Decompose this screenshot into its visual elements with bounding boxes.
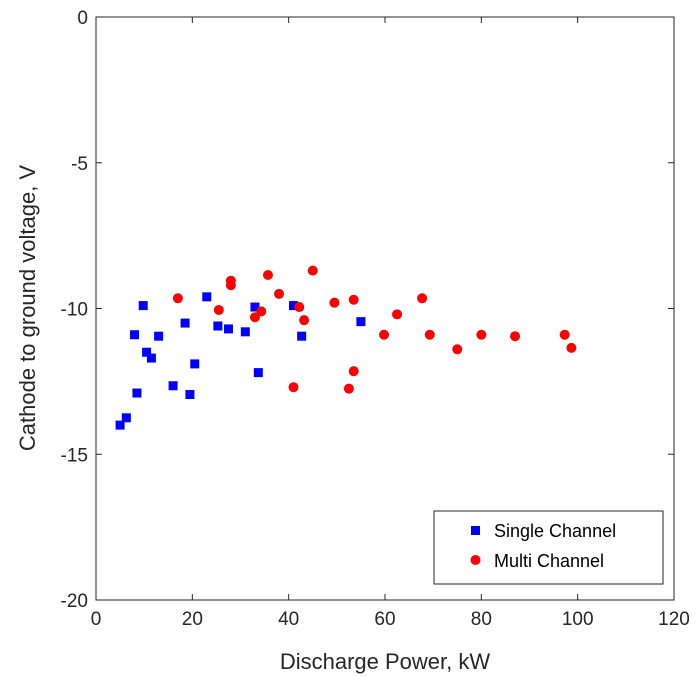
multi-channel-point bbox=[256, 306, 267, 317]
legend-label-multi-channel: Multi Channel bbox=[494, 551, 604, 571]
plot-area bbox=[96, 17, 674, 600]
single-channel-point bbox=[190, 359, 200, 369]
legend-marker-single-channel bbox=[471, 526, 480, 535]
single-channel-point bbox=[297, 331, 307, 341]
single-channel-point bbox=[240, 327, 250, 337]
multi-channel-point bbox=[348, 366, 359, 377]
x-tick-label: 60 bbox=[374, 609, 395, 630]
legend-label-single-channel: Single Channel bbox=[494, 521, 616, 541]
multi-channel-point bbox=[294, 302, 305, 313]
single-channel-point bbox=[356, 317, 366, 327]
multi-channel-point bbox=[566, 342, 577, 353]
data-marks bbox=[115, 265, 577, 430]
single-channel-point bbox=[185, 389, 195, 399]
y-axis-label: Cathode to ground voltage, V bbox=[15, 165, 40, 452]
multi-channel-point bbox=[249, 312, 260, 323]
multi-channel-point bbox=[299, 315, 310, 326]
single-channel-point bbox=[154, 331, 164, 341]
multi-channel-point bbox=[288, 382, 299, 393]
single-channel-point bbox=[202, 292, 212, 302]
single-channel-point bbox=[115, 420, 125, 430]
x-tick-label: 40 bbox=[278, 609, 299, 630]
legend: Single Channel Multi Channel bbox=[433, 510, 664, 585]
y-axis-ticks: 0 -5 -10 -15 -20 bbox=[61, 8, 674, 612]
multi-channel-point bbox=[510, 331, 521, 342]
multi-channel-point bbox=[329, 297, 340, 308]
single-channel-point bbox=[288, 301, 298, 311]
multi-channel-point bbox=[392, 309, 403, 320]
single-channel-point bbox=[213, 321, 223, 331]
single-channel-point bbox=[223, 324, 233, 334]
y-tick-label: -10 bbox=[61, 300, 88, 321]
single-channel-point bbox=[132, 388, 142, 398]
single-channel-point bbox=[180, 318, 190, 328]
x-tick-label: 20 bbox=[182, 609, 203, 630]
x-axis-ticks: 0 20 40 60 80 100 120 bbox=[91, 17, 690, 630]
x-tick-label: 80 bbox=[471, 609, 492, 630]
y-tick-label: -20 bbox=[61, 591, 88, 612]
single-channel-point bbox=[138, 301, 148, 311]
multi-channel-point bbox=[424, 329, 435, 340]
multi-channel-point bbox=[559, 329, 570, 340]
multi-channel-point bbox=[262, 269, 273, 280]
x-axis-label: Discharge Power, kW bbox=[280, 649, 491, 674]
legend-marker-multi-channel bbox=[470, 555, 481, 565]
multi-channel-point bbox=[307, 265, 318, 276]
single-channel-point bbox=[250, 302, 260, 312]
multi-channel-point bbox=[379, 329, 390, 340]
multi-channel-point bbox=[274, 288, 285, 299]
single-channel-point bbox=[142, 347, 152, 357]
x-tick-label: 120 bbox=[658, 609, 690, 630]
single-channel-point bbox=[130, 330, 140, 340]
single-channel-point bbox=[121, 413, 131, 423]
multi-channel-point bbox=[348, 294, 359, 305]
x-tick-label: 100 bbox=[562, 609, 594, 630]
multi-channel-point bbox=[417, 293, 428, 304]
multi-channel-point bbox=[343, 383, 354, 394]
single-channel-point bbox=[146, 353, 156, 363]
y-tick-label: -15 bbox=[61, 445, 88, 466]
multi-channel-point bbox=[213, 304, 224, 315]
single-channel-point bbox=[253, 368, 263, 378]
legend-box bbox=[433, 510, 664, 585]
multi-channel-point bbox=[225, 280, 236, 291]
x-tick-label: 0 bbox=[91, 609, 102, 630]
multi-channel-point bbox=[452, 344, 463, 355]
multi-channel-point bbox=[476, 329, 487, 340]
single-channel-point bbox=[168, 381, 178, 391]
multi-channel-point bbox=[172, 293, 183, 304]
y-tick-label: 0 bbox=[77, 8, 88, 29]
y-tick-label: -5 bbox=[71, 154, 88, 175]
